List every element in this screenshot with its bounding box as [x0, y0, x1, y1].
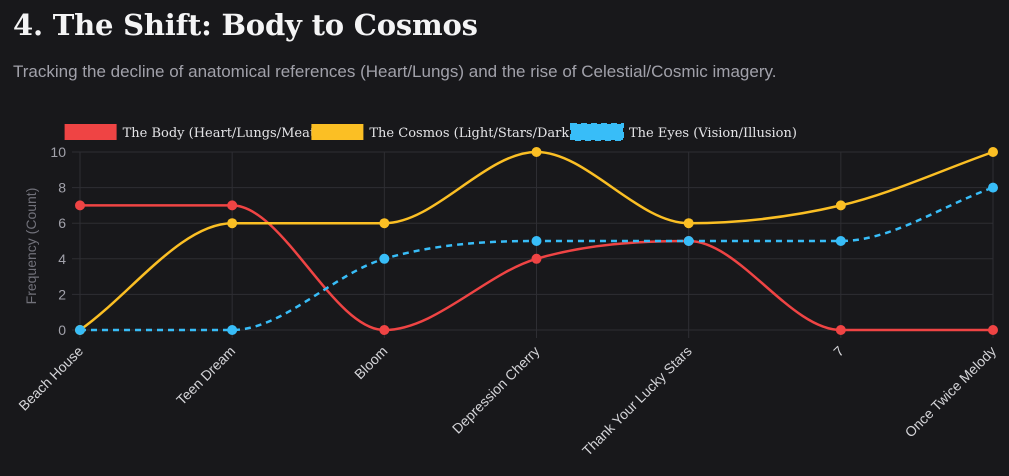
x-tick-label: Beach House [15, 343, 86, 414]
data-point [988, 182, 998, 193]
y-tick-label: 6 [58, 215, 66, 231]
y-tick-label: 2 [58, 286, 66, 302]
chart-title: 4. The Shift: Body to Cosmos [13, 8, 478, 42]
data-point [835, 325, 846, 335]
data-point [75, 200, 85, 211]
x-tick-label: Teen Dream [173, 343, 238, 408]
data-point [531, 147, 542, 157]
data-point [227, 325, 238, 335]
x-tick-label: Thank Your Lucky Stars [579, 343, 695, 459]
data-point [75, 325, 85, 335]
data-point [988, 147, 998, 157]
x-tick-label: Bloom [351, 343, 390, 382]
legend-label-3: The Eyes (Vision/Illusion) [629, 126, 797, 141]
x-tick-label: Once Twice Melody [902, 343, 1000, 441]
legend-label-2: The Cosmos (Light/Stars/Dark) [369, 126, 574, 141]
legend-swatch-3 [570, 123, 624, 141]
legend: The Body (Heart/Lungs/Meat) The Cosmos (L… [64, 123, 797, 141]
data-point [531, 236, 542, 246]
data-point [379, 253, 390, 264]
y-tick-label: 10 [50, 144, 66, 160]
data-point [835, 236, 846, 246]
legend-swatch-1 [64, 124, 117, 140]
x-tick-label: Depression Cherry [449, 343, 543, 437]
data-point [531, 253, 542, 264]
axes: 0 2 4 6 8 10 Beach House Teen Dream Bloom Depress… [15, 144, 999, 459]
data-point [683, 218, 694, 229]
data-point [988, 325, 998, 335]
y-tick-label: 4 [58, 251, 66, 267]
y-tick-label: 8 [58, 180, 66, 196]
data-point [835, 200, 846, 211]
data-point [379, 218, 390, 229]
y-axis-title: Frequency (Count) [23, 188, 39, 305]
data-point [227, 218, 238, 229]
y-tick-label: 0 [58, 322, 66, 338]
x-tick-label: 7 [830, 343, 847, 360]
data-point [379, 325, 390, 335]
data-point [683, 236, 694, 246]
legend-swatch-2 [311, 124, 364, 140]
data-points [75, 147, 998, 335]
grid [72, 151, 994, 338]
legend-label-1: The Body (Heart/Lungs/Meat) [123, 126, 321, 141]
chart-subtitle: Tracking the decline of anatomical refer… [13, 62, 777, 81]
data-point [227, 200, 238, 211]
